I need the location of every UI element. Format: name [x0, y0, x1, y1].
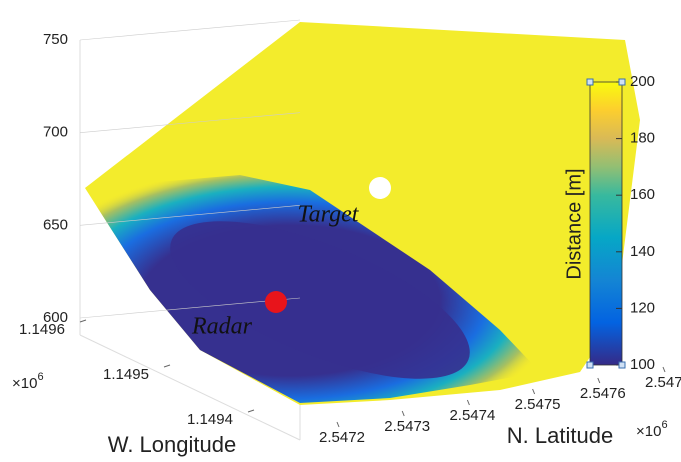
y-tick-label: 1.1495	[103, 366, 149, 383]
colorbar-handle	[618, 361, 626, 369]
surface	[85, 22, 640, 405]
point-marker	[265, 291, 287, 313]
colorbar-label: Distance [m]	[563, 168, 585, 279]
colorbar-tick-label: 140	[630, 243, 655, 260]
grid-line	[79, 19, 301, 41]
z-tick-label: 650	[43, 216, 68, 233]
y-tick-label: 1.1494	[187, 411, 233, 428]
colorbar-tick-label: 100	[630, 356, 655, 373]
grid	[79, 19, 301, 319]
grid-line	[79, 112, 301, 133]
grid-line	[79, 297, 301, 319]
colorbar-handle	[586, 78, 594, 86]
colorbar	[589, 81, 623, 366]
y-offset: ×106	[12, 371, 44, 392]
y-axis-label: W. Longitude	[108, 432, 236, 457]
x-tick-label: 2.5475	[515, 396, 561, 413]
colorbar-tick-label: 120	[630, 299, 655, 316]
z-tick-label: 700	[43, 124, 68, 141]
x-tick	[662, 366, 666, 373]
x-tick-label: 2.5473	[384, 418, 430, 435]
colorbar-tick-label: 180	[630, 130, 655, 147]
x-tick	[336, 421, 340, 428]
x-tick-label: 2.5474	[449, 407, 495, 424]
y-tick-label: 1.1496	[19, 321, 65, 338]
colorbar-tick-label: 160	[630, 186, 655, 203]
colorbar-handle	[618, 78, 626, 86]
y-tick	[247, 409, 255, 413]
point-label: Radar	[191, 314, 253, 340]
y-offset-power: 6	[37, 371, 43, 383]
x-offset-power: 6	[661, 419, 667, 431]
x-axis-label: N. Latitude	[507, 423, 613, 448]
x-tick-label: 2.5472	[319, 429, 365, 446]
y-tick	[163, 364, 171, 368]
x-offset: ×106	[636, 419, 668, 440]
x-tick-label: 2.5476	[580, 385, 626, 402]
x-tick	[597, 377, 601, 384]
y-offset-base: ×10	[12, 375, 37, 392]
x-tick	[401, 410, 405, 417]
point-label: Target	[298, 202, 360, 228]
grid-line	[79, 205, 301, 226]
z-tick-label: 750	[43, 31, 68, 48]
x-tick-label: 2.5477	[645, 374, 681, 391]
x-tick	[466, 399, 470, 406]
colorbar-handle	[586, 361, 594, 369]
point-marker	[369, 177, 391, 199]
x-tick	[532, 388, 536, 395]
z-tick-label: 600	[43, 309, 68, 326]
x-offset-base: ×10	[636, 423, 661, 440]
y-tick	[79, 319, 87, 323]
colorbar-tick-label: 200	[630, 73, 655, 90]
